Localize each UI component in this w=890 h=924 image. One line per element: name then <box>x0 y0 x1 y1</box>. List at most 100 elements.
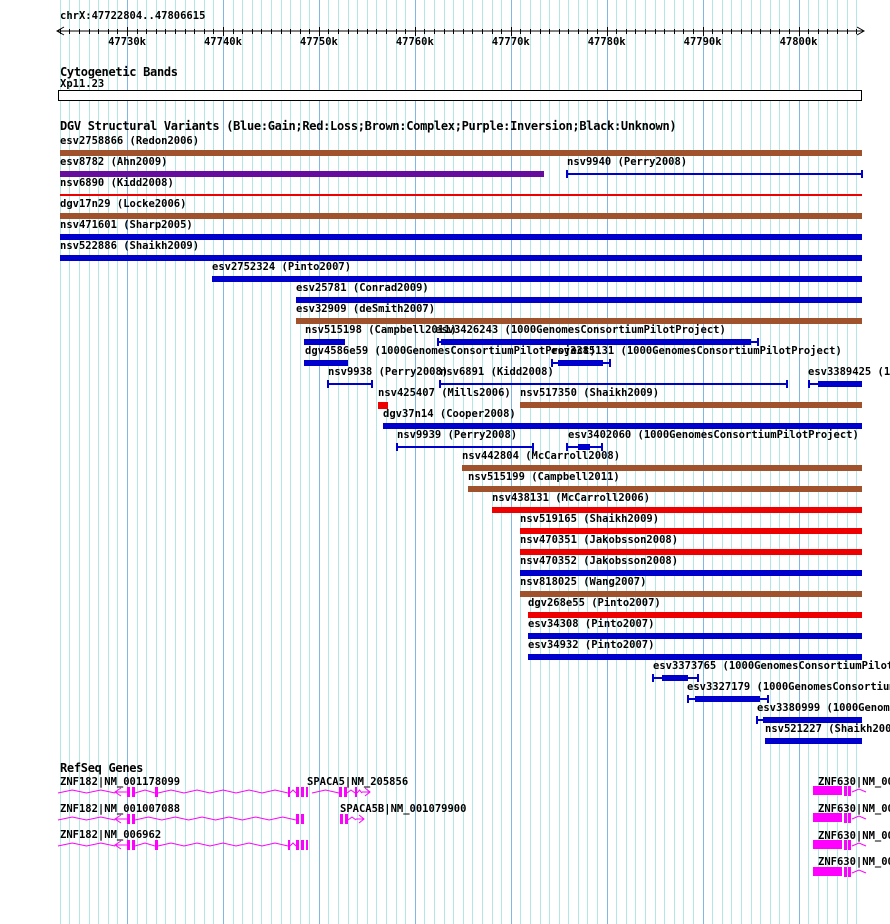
variant-label[interactable]: esv8782 (Ahn2009) <box>60 156 168 168</box>
variant-bar[interactable] <box>558 360 603 366</box>
exon-block[interactable] <box>844 840 847 850</box>
variant-label[interactable]: nsv9938 (Perry2008) <box>328 366 449 378</box>
variant-bar[interactable] <box>578 444 590 450</box>
variant-label[interactable]: nsv515198 (Campbell2011) <box>305 324 457 336</box>
variant-bar[interactable] <box>528 612 862 618</box>
exon-block[interactable] <box>345 814 348 824</box>
variant-label[interactable]: esv3373765 (1000GenomesConsortiumPilotPr… <box>653 660 890 672</box>
variant-label[interactable]: nsv522886 (Shaikh2009) <box>60 240 200 252</box>
variant-line[interactable] <box>567 446 578 448</box>
exon-block[interactable] <box>848 840 851 850</box>
exon-block[interactable] <box>813 867 842 876</box>
gene-model[interactable] <box>57 814 304 824</box>
gene-model[interactable] <box>57 787 308 797</box>
gene-label[interactable]: ZNF182|NM_006962 <box>60 829 162 841</box>
variant-label[interactable]: esv3385131 (1000GenomesConsortiumPilotPr… <box>551 345 842 357</box>
gene-label[interactable]: SPACA5B|NM_001079900 <box>340 803 467 815</box>
gene-label[interactable]: SPACA5|NM_205856 <box>307 776 409 788</box>
exon-block[interactable] <box>301 787 304 797</box>
exon-block[interactable] <box>844 786 847 796</box>
gene-label[interactable]: ZNF182|NM_001007088 <box>60 803 181 815</box>
variant-bar[interactable] <box>662 675 688 681</box>
gene-label[interactable]: ZNF182|NM_001178099 <box>60 776 181 788</box>
variant-bar[interactable] <box>520 402 862 408</box>
variant-bar[interactable] <box>383 423 862 429</box>
variant-bar[interactable] <box>520 528 862 534</box>
exon-block[interactable] <box>296 840 299 850</box>
variant-label[interactable]: esv25781 (Conrad2009) <box>296 282 429 294</box>
variant-label[interactable]: nsv442804 (McCarroll2008) <box>462 450 621 462</box>
variant-bar[interactable] <box>468 486 862 492</box>
exon-block[interactable] <box>132 787 135 797</box>
variant-label[interactable]: nsv9940 (Perry2008) <box>567 156 688 168</box>
variant-line[interactable] <box>688 698 695 700</box>
gene-model[interactable] <box>311 787 371 797</box>
variant-label[interactable]: dgv17n29 (Locke2006) <box>60 198 187 210</box>
variant-label[interactable]: esv32909 (deSmith2007) <box>296 303 436 315</box>
exon-block[interactable] <box>339 787 342 797</box>
exon-block[interactable] <box>306 787 308 797</box>
exon-block[interactable] <box>355 787 357 797</box>
variant-bar[interactable] <box>528 633 862 639</box>
variant-label[interactable]: esv3402060 (1000GenomesConsortiumPilotPr… <box>568 429 859 441</box>
variant-label[interactable]: dgv4586e59 (1000GenomesConsortiumPilotPr… <box>305 345 596 357</box>
variant-whisker-end[interactable] <box>757 338 759 346</box>
gene-label[interactable]: ZNF630|NM_00 <box>818 803 890 815</box>
variant-line[interactable] <box>590 446 602 448</box>
cytoband-box[interactable] <box>58 90 862 101</box>
exon-block[interactable] <box>155 840 158 850</box>
variant-bar[interactable] <box>520 549 862 555</box>
gene-model[interactable] <box>813 840 867 850</box>
variant-label[interactable]: esv3389425 (1000GenomesConsortiumPilotPr… <box>808 366 890 378</box>
variant-line[interactable] <box>567 173 862 175</box>
variant-label[interactable]: nsv6890 (Kidd2008) <box>60 177 174 189</box>
exon-block[interactable] <box>848 786 851 796</box>
variant-bar[interactable] <box>765 738 862 744</box>
exon-block[interactable] <box>844 867 847 877</box>
gene-label[interactable]: ZNF630|NM_00 <box>818 856 890 868</box>
exon-block[interactable] <box>127 787 130 797</box>
variant-bar[interactable] <box>520 591 862 597</box>
variant-bar[interactable] <box>304 339 345 345</box>
gene-model[interactable] <box>57 840 308 850</box>
variant-label[interactable]: esv3380999 (1000GenomesConsortiumPilotPr… <box>757 702 890 714</box>
gene-model[interactable] <box>340 814 365 824</box>
variant-bar[interactable] <box>60 234 862 240</box>
variant-line[interactable] <box>760 698 768 700</box>
exon-block[interactable] <box>301 814 304 824</box>
variant-line[interactable] <box>653 677 662 679</box>
variant-bar[interactable] <box>378 402 388 409</box>
variant-whisker-end[interactable] <box>601 443 603 451</box>
variant-label[interactable]: nsv9939 (Perry2008) <box>397 429 518 441</box>
exon-block[interactable] <box>296 814 299 824</box>
exon-block[interactable] <box>344 787 347 797</box>
exon-block[interactable] <box>132 840 135 850</box>
variant-label[interactable]: nsv438131 (McCarroll2006) <box>492 492 651 504</box>
gene-label[interactable]: ZNF630|NM_00 <box>818 776 890 788</box>
variant-bar[interactable] <box>212 276 862 282</box>
variant-label[interactable]: nsv521227 (Shaikh2009) <box>765 723 890 735</box>
cytoband-name[interactable]: Xp11.23 <box>60 78 105 90</box>
exon-block[interactable] <box>813 786 842 795</box>
gene-model[interactable] <box>813 786 867 796</box>
variant-label[interactable]: nsv470352 (Jakobsson2008) <box>520 555 679 567</box>
variant-label[interactable]: dgv37n14 (Cooper2008) <box>383 408 516 420</box>
variant-label[interactable]: esv3327179 (1000GenomesConsortiumPilotPr… <box>687 681 890 693</box>
variant-label[interactable]: nsv471601 (Sharp2005) <box>60 219 193 231</box>
gene-model[interactable] <box>813 867 867 877</box>
gene-label[interactable]: ZNF630|NM_00 <box>818 830 890 842</box>
variant-bar[interactable] <box>763 717 862 723</box>
variant-bar[interactable] <box>296 318 862 324</box>
variant-bar[interactable] <box>304 360 348 366</box>
variant-line[interactable] <box>757 719 763 721</box>
exon-block[interactable] <box>127 840 130 850</box>
exon-block[interactable] <box>848 867 851 877</box>
variant-bar[interactable] <box>695 696 760 702</box>
exon-block[interactable] <box>301 840 304 850</box>
exon-block[interactable] <box>155 787 158 797</box>
variant-line[interactable] <box>440 383 787 385</box>
variant-whisker-end[interactable] <box>609 359 611 367</box>
gene-model[interactable] <box>813 813 867 823</box>
variant-line[interactable] <box>397 446 533 448</box>
variant-bar[interactable] <box>492 507 862 513</box>
